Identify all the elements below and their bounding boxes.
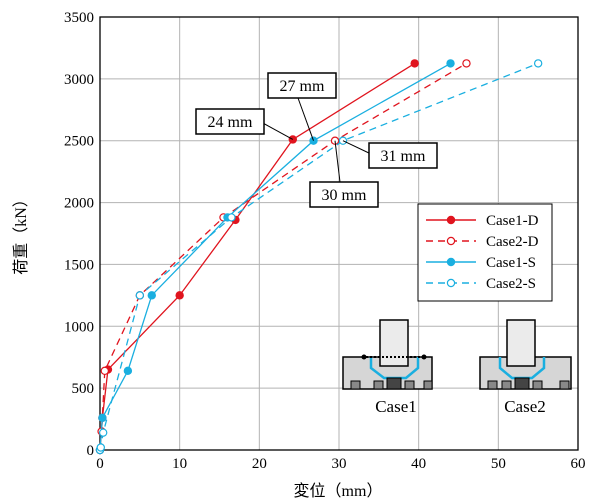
case2-diagram: Case2 — [479, 319, 572, 416]
y-tick-label: 2500 — [64, 134, 94, 150]
x-tick-label: 10 — [172, 456, 187, 472]
callout-label: 24 mm — [208, 114, 253, 131]
callout-leader — [342, 140, 372, 155]
data-point — [100, 366, 109, 376]
y-tick-label: 500 — [72, 381, 95, 397]
y-tick-label: 2000 — [64, 196, 94, 212]
y-axis-title: 荷重（kN） — [12, 191, 30, 275]
legend-label: Case2-D — [486, 234, 539, 250]
x-tick-label: 50 — [491, 456, 506, 472]
series-case2-d — [95, 59, 471, 455]
series-line — [99, 62, 451, 451]
callout-box — [195, 108, 265, 135]
legend-entry: Case2-D — [426, 234, 539, 250]
plot-frame — [99, 16, 579, 451]
data-point — [98, 413, 107, 423]
data-point — [98, 428, 108, 437]
y-tick-label: 1000 — [64, 319, 94, 335]
callout-label: 31 mm — [381, 148, 426, 165]
legend-label: Case1-S — [486, 255, 536, 271]
data-point — [410, 59, 419, 68]
y-tick-label: 3000 — [64, 72, 94, 88]
data-point — [135, 291, 145, 300]
case1-label: Case1 — [375, 397, 417, 416]
callout-label: 27 mm — [280, 78, 325, 95]
data-point — [227, 213, 236, 222]
y-tick-label: 1500 — [64, 257, 94, 273]
callout-leader — [260, 121, 294, 140]
legend-marker — [446, 236, 456, 246]
x-tick-label: 60 — [571, 456, 586, 472]
series-line — [99, 62, 467, 451]
callout-leader — [297, 97, 314, 141]
annotation-callout: 24 mm — [195, 108, 294, 140]
data-point — [338, 136, 348, 145]
legend-marker — [446, 278, 456, 288]
x-tick-label: 30 — [332, 456, 347, 472]
data-point — [462, 59, 471, 68]
x-axis-title: 変位（mm） — [294, 482, 383, 500]
annotation-callout: 31 mm — [342, 140, 438, 169]
legend: Case1-D Case2-D Case1-S Case2-S — [417, 203, 553, 302]
series-case1-s — [95, 59, 455, 455]
annotation-callout: 30 mm — [309, 140, 379, 208]
y-tick-label: 0 — [87, 443, 95, 459]
legend-marker — [446, 215, 456, 225]
data-point — [96, 443, 105, 452]
inset-diagrams: Case1 Case2 — [342, 319, 572, 416]
data-point — [446, 59, 455, 68]
callout-box — [368, 142, 438, 169]
case1-diagram: Case1 — [342, 319, 433, 416]
case2-label: Case2 — [504, 397, 546, 416]
x-tick-label: 0 — [96, 456, 104, 472]
data-point — [147, 291, 156, 300]
legend-entry: Case1-D — [426, 213, 539, 229]
data-point — [175, 291, 184, 300]
x-tick-label: 20 — [252, 456, 267, 472]
data-point — [123, 366, 133, 376]
data-point — [533, 59, 543, 68]
legend-entry: Case1-S — [426, 255, 536, 271]
x-tick-label: 40 — [411, 456, 426, 472]
annotation-callout: 27 mm — [267, 72, 337, 141]
y-tick-label: 3500 — [64, 10, 94, 26]
callout-label: 30 mm — [322, 187, 367, 204]
callout-box — [309, 181, 379, 208]
callout-box — [267, 72, 337, 99]
tick-labels: 0 10 20 30 40 50 60 0 500 1000 1500 2000 2500 3000 350… — [64, 10, 586, 472]
annotations: 24 mm 27 mm 30 mm 31 mm — [195, 72, 438, 208]
legend-label: Case1-D — [486, 213, 539, 229]
legend-label: Case2-S — [486, 276, 536, 292]
callout-leader — [334, 140, 341, 183]
legend-entry: Case2-S — [426, 276, 536, 292]
legend-marker — [446, 257, 456, 267]
